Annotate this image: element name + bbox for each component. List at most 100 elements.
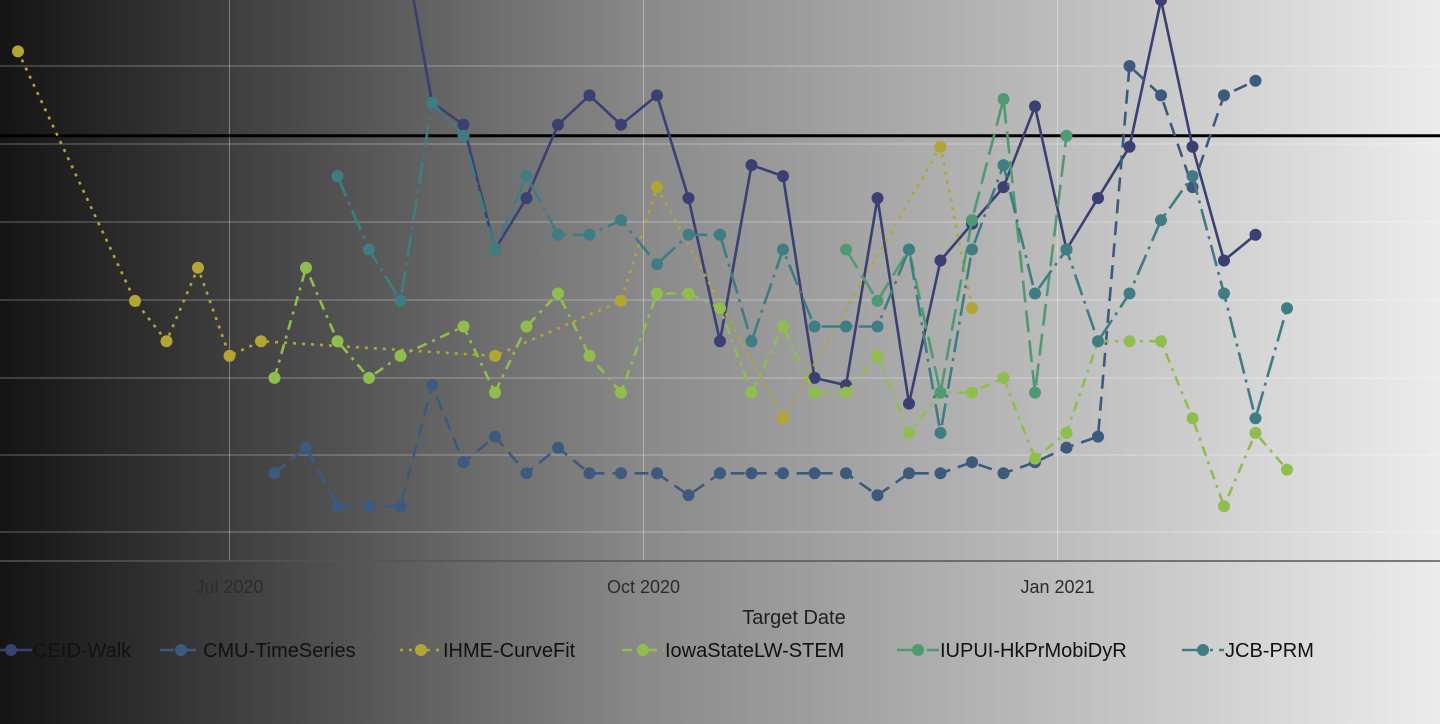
data-point [160,335,173,348]
data-point [840,243,852,256]
data-point [1249,412,1262,425]
data-point [552,118,564,131]
data-point [1123,287,1136,300]
data-point [1218,89,1230,102]
legend-label: JCB-PRM [1225,640,1314,662]
data-point [966,214,978,227]
legend-swatch-marker [1197,644,1209,656]
data-point [651,89,663,102]
data-point [1123,335,1136,348]
data-point [583,89,596,102]
legend: CEID-Walk CMU-TimeSeries IHME-CurveFit Iowa… [0,640,1314,662]
data-point [268,371,281,384]
data-point [714,335,726,348]
data-point [997,467,1010,480]
data-point [300,261,312,274]
data-point [129,294,141,307]
data-point [489,349,501,362]
data-point [1092,335,1104,348]
data-point [615,118,627,131]
data-point [903,397,915,410]
data-point [583,467,596,480]
data-point [1155,214,1167,227]
data-point [777,467,789,480]
data-point [1123,60,1136,72]
legend-swatch-marker [5,644,17,656]
data-point [966,302,978,315]
legend-item: IUPUI-HkPrMobiDyR [897,640,1127,662]
legend-item: JCB-PRM [1182,640,1314,662]
data-point [331,500,344,513]
legend-swatch-marker [637,644,649,656]
data-point [394,294,407,307]
data-point [1218,254,1230,267]
data-point [934,467,947,480]
data-point [615,386,627,399]
data-point [1029,386,1041,399]
data-point [808,320,821,333]
data-point [777,243,789,256]
legend-item: CEID-Walk [0,640,132,662]
data-point [583,228,596,241]
series-jcb-prm [331,96,1293,439]
data-point [682,489,695,502]
data-point [363,500,375,513]
data-point [255,335,267,348]
legend-swatch-marker [175,644,187,656]
data-point [1029,452,1041,465]
legend-label: IUPUI-HkPrMobiDyR [940,640,1127,662]
data-point [1123,140,1136,153]
data-point [552,287,564,300]
legend-item: IowaStateLW-STEM [622,640,844,662]
data-point [714,228,726,241]
data-point [363,243,375,256]
data-point [615,294,627,307]
legend-swatch-marker [415,644,427,656]
data-point [682,192,695,205]
data-point [840,386,852,399]
series-ihme-curvefit [12,45,978,425]
data-point [997,93,1010,106]
data-point [331,170,344,183]
data-point [223,349,236,362]
data-point [714,302,726,315]
data-point [1249,74,1262,87]
data-point [520,170,533,183]
data-point [489,430,501,443]
data-point [300,441,312,454]
data-point [552,441,564,454]
legend-label: CMU-TimeSeries [203,640,356,662]
data-point [651,287,663,300]
data-point [745,159,758,172]
data-point [426,379,438,392]
data-point [934,386,947,399]
data-point [808,467,821,480]
data-point [651,258,663,271]
data-point [934,254,947,267]
data-point [651,467,663,480]
series-layer [12,0,1293,513]
data-point [457,456,470,469]
data-point [777,320,789,333]
data-point [934,426,947,439]
data-point [363,371,375,384]
data-point [903,426,915,439]
data-point [331,335,344,348]
gridlines [0,0,1440,561]
data-point [192,261,204,274]
x-tick-label: Jul 2020 [195,577,263,597]
data-point [457,320,470,333]
data-point [12,45,24,58]
data-point [840,467,852,480]
data-point [1186,412,1199,425]
data-point [682,287,695,300]
data-point [268,467,281,480]
data-point [1155,89,1167,102]
data-point [489,386,501,399]
data-point [1155,0,1167,6]
data-point [457,129,470,142]
data-point [934,140,947,153]
data-point [615,214,627,227]
